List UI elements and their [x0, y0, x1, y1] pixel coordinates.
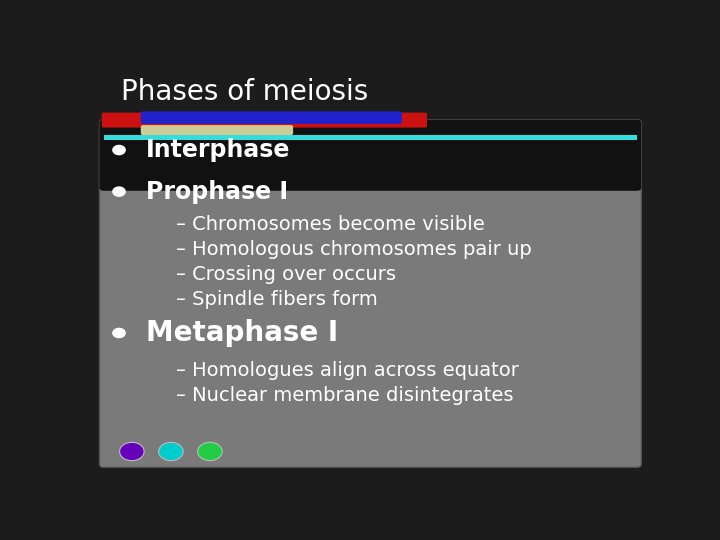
Text: – Chromosomes become visible: – Chromosomes become visible: [176, 215, 485, 234]
Circle shape: [198, 442, 222, 461]
Bar: [104, 134, 637, 140]
Text: – Homologous chromosomes pair up: – Homologous chromosomes pair up: [176, 240, 532, 259]
FancyBboxPatch shape: [102, 113, 427, 127]
Circle shape: [113, 187, 125, 196]
Circle shape: [113, 328, 125, 338]
FancyBboxPatch shape: [141, 111, 402, 124]
Circle shape: [120, 442, 144, 461]
Text: Metaphase I: Metaphase I: [145, 319, 338, 347]
Text: – Nuclear membrane disintegrates: – Nuclear membrane disintegrates: [176, 386, 514, 405]
Text: – Crossing over occurs: – Crossing over occurs: [176, 265, 397, 284]
Text: Prophase I: Prophase I: [145, 180, 288, 204]
Text: Interphase: Interphase: [145, 138, 290, 162]
FancyBboxPatch shape: [141, 125, 293, 135]
Text: Phases of meiosis: Phases of meiosis: [121, 78, 368, 106]
Bar: [104, 155, 637, 187]
FancyBboxPatch shape: [99, 120, 642, 191]
Text: – Spindle fibers form: – Spindle fibers form: [176, 290, 378, 309]
Text: – Homologues align across equator: – Homologues align across equator: [176, 361, 519, 380]
Circle shape: [158, 442, 183, 461]
FancyBboxPatch shape: [99, 120, 642, 467]
Circle shape: [113, 145, 125, 154]
